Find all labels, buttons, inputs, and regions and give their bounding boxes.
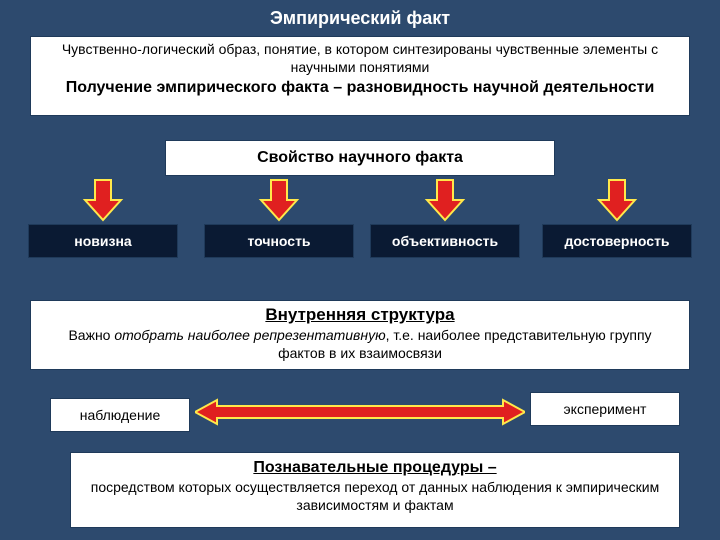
double-arrow-icon bbox=[195, 398, 525, 426]
arrow-down-icon bbox=[81, 178, 125, 222]
inner-text-prefix: Важно bbox=[68, 327, 114, 343]
definition-box: Чувственно-логический образ, понятие, в … bbox=[30, 36, 690, 116]
inner-text-italic: отобрать наиболее репрезентативную bbox=[114, 327, 385, 343]
experiment-box: эксперимент bbox=[530, 392, 680, 426]
final-box: Познавательные процедуры – посредством к… bbox=[70, 452, 680, 528]
final-text: посредством которых осуществляется перех… bbox=[85, 479, 665, 514]
property-box: точность bbox=[204, 224, 354, 258]
property-box: новизна bbox=[28, 224, 178, 258]
arrow-down-icon bbox=[595, 178, 639, 222]
main-title: Эмпирический факт bbox=[0, 0, 720, 35]
arrow-down-icon bbox=[257, 178, 301, 222]
inner-title: Внутренняя структура bbox=[45, 305, 675, 325]
inner-text: Важно отобрать наиболее репрезентативную… bbox=[45, 327, 675, 362]
observation-box: наблюдение bbox=[50, 398, 190, 432]
property-title-box: Свойство научного факта bbox=[165, 140, 555, 176]
definition-text-2: Получение эмпирического факта – разновид… bbox=[41, 78, 679, 97]
final-title: Познавательные процедуры – bbox=[85, 459, 665, 477]
inner-structure-box: Внутренняя структура Важно отобрать наиб… bbox=[30, 300, 690, 370]
arrow-down-icon bbox=[423, 178, 467, 222]
definition-text-1: Чувственно-логический образ, понятие, в … bbox=[41, 41, 679, 76]
diagram-root: Эмпирический факт Чувственно-логический … bbox=[0, 0, 720, 540]
property-box: достоверность bbox=[542, 224, 692, 258]
property-box: объективность bbox=[370, 224, 520, 258]
